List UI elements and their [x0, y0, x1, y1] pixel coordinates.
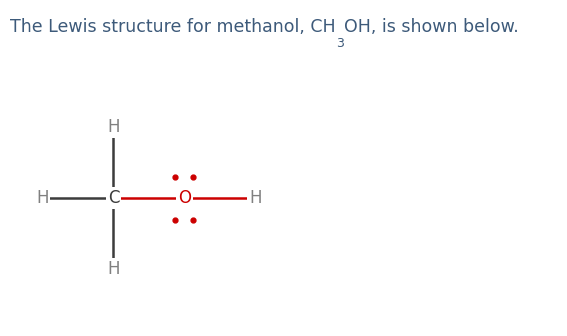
Text: OH, is shown below.: OH, is shown below.: [344, 18, 518, 37]
Text: H: H: [107, 118, 120, 136]
Text: The Lewis structure for methanol, CH: The Lewis structure for methanol, CH: [10, 18, 336, 37]
Text: C: C: [108, 189, 119, 207]
Text: 3: 3: [336, 37, 344, 50]
Text: O: O: [178, 189, 191, 207]
Text: H: H: [36, 189, 49, 207]
Text: H: H: [249, 189, 261, 207]
Text: H: H: [107, 260, 120, 278]
